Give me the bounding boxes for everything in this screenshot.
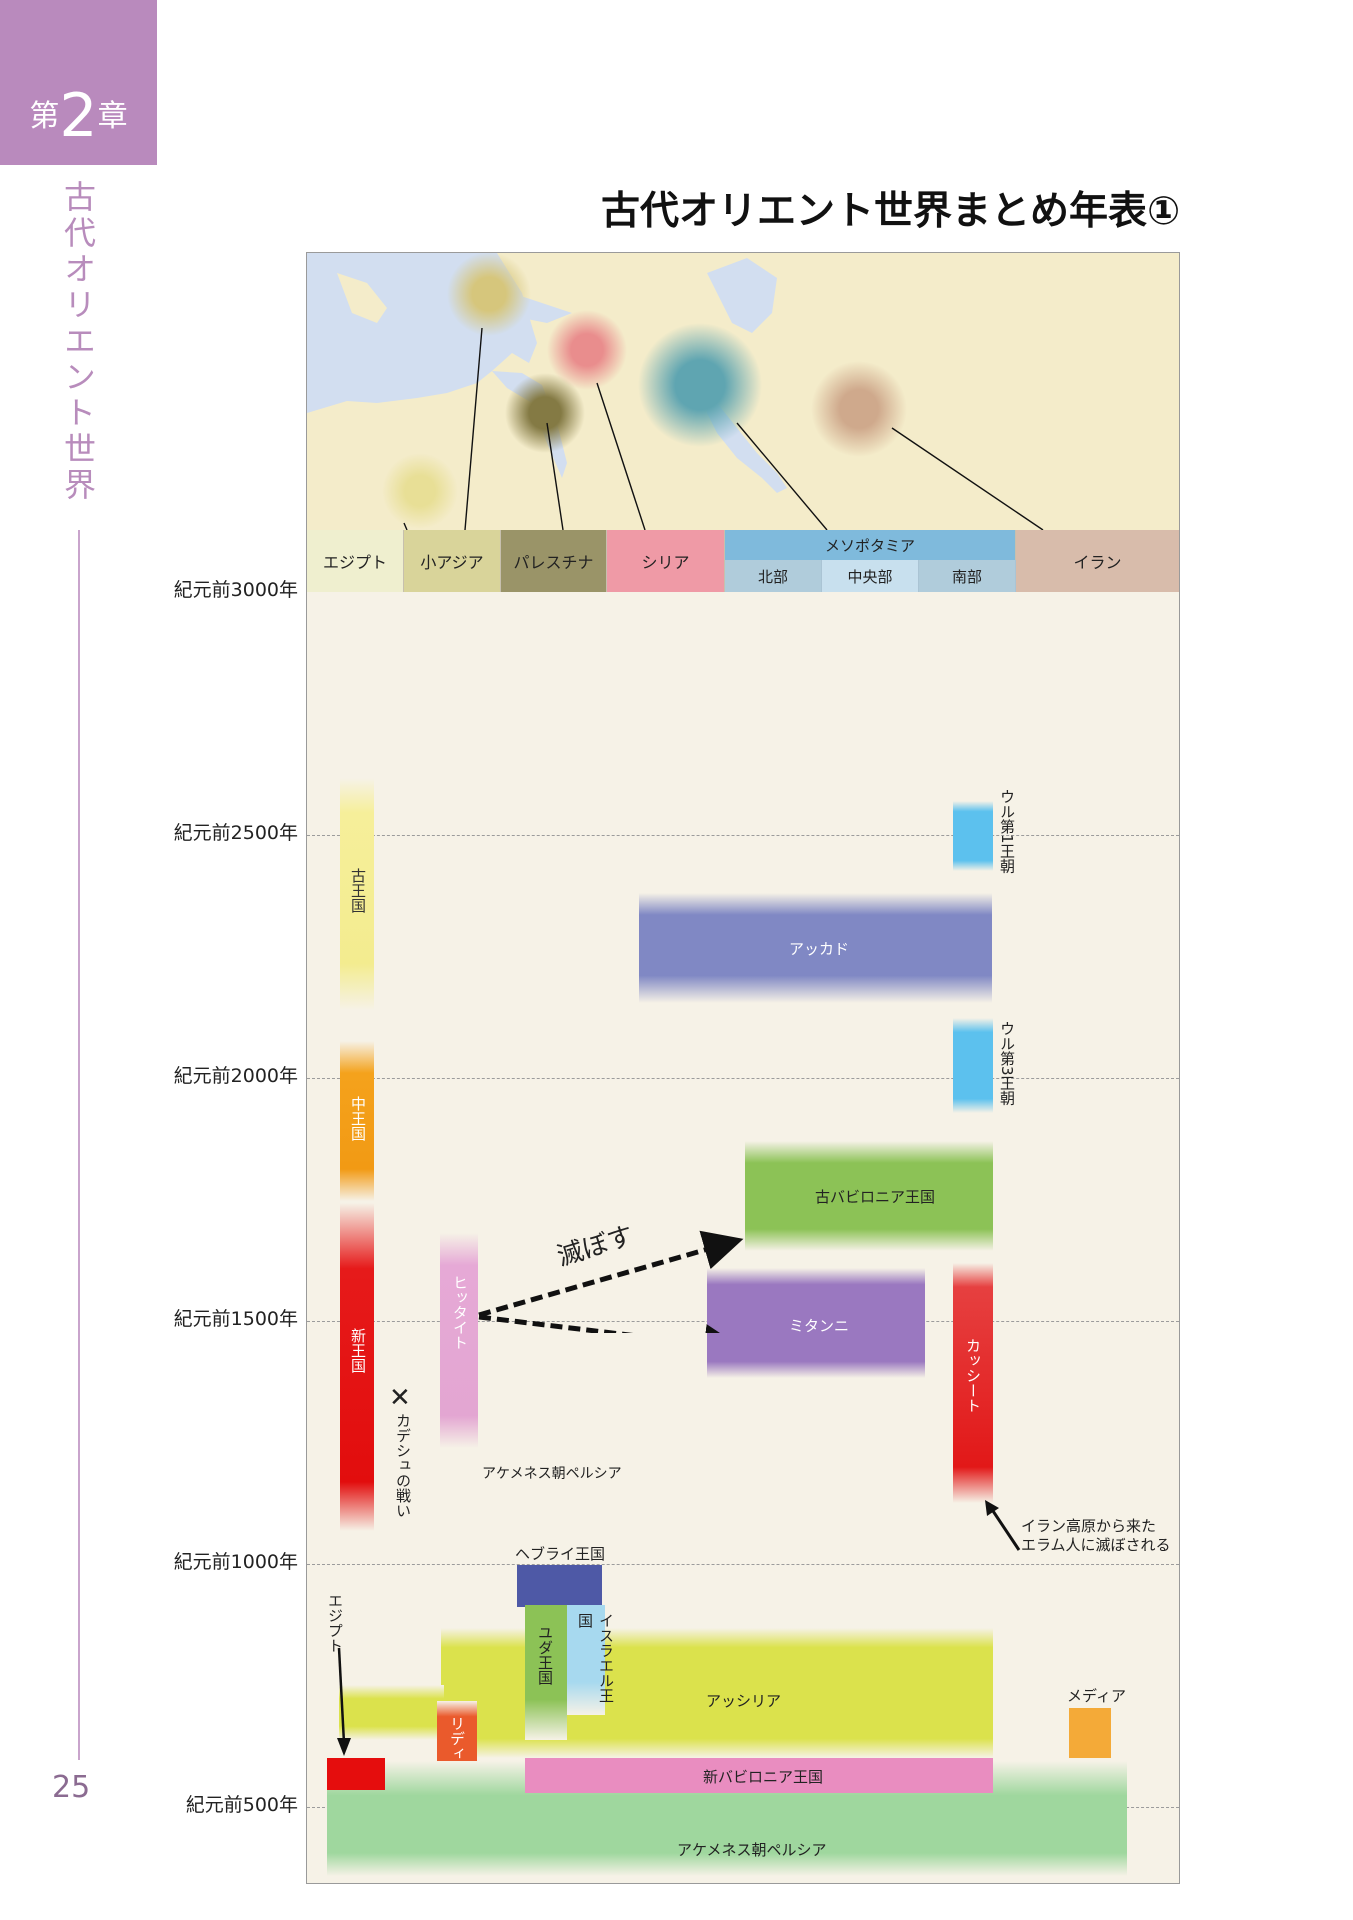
ur3-bar: [953, 1018, 993, 1113]
neo-babylonia-bar: 新バビロニア王国: [525, 1758, 993, 1793]
elam-note-line1: イラン高原から来た: [1021, 1517, 1157, 1535]
old-babylonia-label: 古バビロニア王国: [815, 1188, 936, 1206]
mesopotamia-marker: [638, 323, 762, 447]
timeline-frame: エジプト 小アジア パレスチナ シリア メソポタミア 北部 中央部 南部 イラン…: [306, 252, 1180, 1884]
region-asia-minor: 小アジア: [404, 530, 501, 592]
egypt-late-arrow: [337, 1648, 351, 1756]
neo-babylonia-label: 新バビロニア王国: [703, 1768, 824, 1786]
kadesh-label: カデシュの戦い: [394, 1413, 412, 1518]
old-babylonia-bar: 古バビロニア王国: [745, 1141, 993, 1251]
media-label: メディア: [1067, 1687, 1126, 1705]
side-divider: [78, 530, 80, 1760]
year-label-500: 紀元前500年: [185, 1794, 298, 1816]
elam-arrow: [985, 1500, 1021, 1551]
judah-label: ユダ王国: [536, 1625, 554, 1685]
ur1-label: ウル第1王朝: [998, 789, 1016, 874]
side-title: 古代オリエント世界: [59, 180, 97, 504]
region-syria: シリア: [607, 530, 725, 592]
hebrew-bar: [517, 1565, 602, 1607]
region-mesopotamia: メソポタミア: [725, 530, 1016, 560]
iran-marker: [811, 361, 907, 457]
region-meso-north: 北部: [725, 560, 822, 592]
gridline-2000: [307, 1078, 1179, 1079]
year-label-1000: 紀元前1000年: [173, 1551, 298, 1573]
hebrew-label: ヘブライ王国: [515, 1545, 606, 1563]
asia-minor-marker: [447, 253, 531, 336]
assyria-bar: アッシリア: [441, 1628, 993, 1758]
region-palestine: パレスチナ: [501, 530, 607, 592]
year-label-1500: 紀元前1500年: [173, 1308, 298, 1330]
page-number: 25: [52, 1770, 91, 1805]
hittite-end-note: アケメネス朝ペルシア: [482, 1466, 622, 1482]
region-meso-south: 南部: [919, 560, 1016, 592]
syria-marker: [547, 310, 627, 390]
palestine-marker: [505, 373, 585, 453]
middle-kingdom-label: 中王国: [349, 1096, 367, 1141]
new-kingdom-label: 新王国: [349, 1328, 367, 1373]
mitanni-label: ミタンニ: [789, 1317, 850, 1335]
media-bar: [1069, 1708, 1111, 1758]
egypt-late-label: エジプト: [326, 1593, 344, 1653]
akkad-label: アッカド: [789, 940, 850, 958]
ur1-bar: [953, 801, 993, 871]
akkad-bar: アッカド: [639, 893, 992, 1003]
page-title: 古代オリエント世界まとめ年表①: [600, 189, 1180, 234]
israel-bar: イスラエル王国: [567, 1605, 615, 1715]
kassite-label: カッシート: [964, 1338, 982, 1413]
gridline-2500: [307, 835, 1179, 836]
destroy-arrows: [478, 1230, 744, 1333]
orient-map: [307, 253, 1179, 530]
region-iran: イラン: [1016, 530, 1179, 592]
achaemenid-label: アケメネス朝ペルシア: [677, 1841, 827, 1859]
hittite-label: ヒッタイト: [451, 1275, 469, 1350]
new-kingdom-bar: 新王国: [340, 1203, 374, 1531]
region-meso-central: 中央部: [822, 560, 919, 592]
old-kingdom-bar: 古王国: [340, 778, 374, 1010]
assyria-egypt-extension: [339, 1685, 444, 1740]
egypt-marker: [382, 453, 458, 529]
hittite-bar: ヒッタイト: [440, 1233, 478, 1448]
gridline-1000: [307, 1564, 1179, 1565]
elam-note-line2: エラム人に滅ぼされる: [1021, 1536, 1171, 1554]
mitanni-bar: ミタンニ: [707, 1268, 925, 1378]
assyria-label: アッシリア: [706, 1692, 782, 1710]
middle-kingdom-bar: 中王国: [340, 1041, 374, 1201]
year-label-3000: 紀元前3000年: [173, 579, 298, 601]
battle-icon: ✕: [389, 1383, 411, 1413]
egypt-late-bar: [327, 1758, 385, 1790]
chapter-label: 第2章: [29, 81, 128, 151]
kassite-bar: カッシート: [953, 1263, 993, 1503]
ur3-label: ウル第3王朝: [998, 1021, 1016, 1106]
old-kingdom-label: 古王国: [349, 868, 367, 913]
chapter-tab: 第2章: [0, 0, 157, 165]
year-label-2000: 紀元前2000年: [173, 1065, 298, 1087]
region-egypt: エジプト: [307, 530, 404, 592]
israel-label: イスラエル王国: [576, 1613, 615, 1703]
judah-bar: ユダ王国: [525, 1605, 567, 1740]
year-label-2500: 紀元前2500年: [173, 822, 298, 844]
